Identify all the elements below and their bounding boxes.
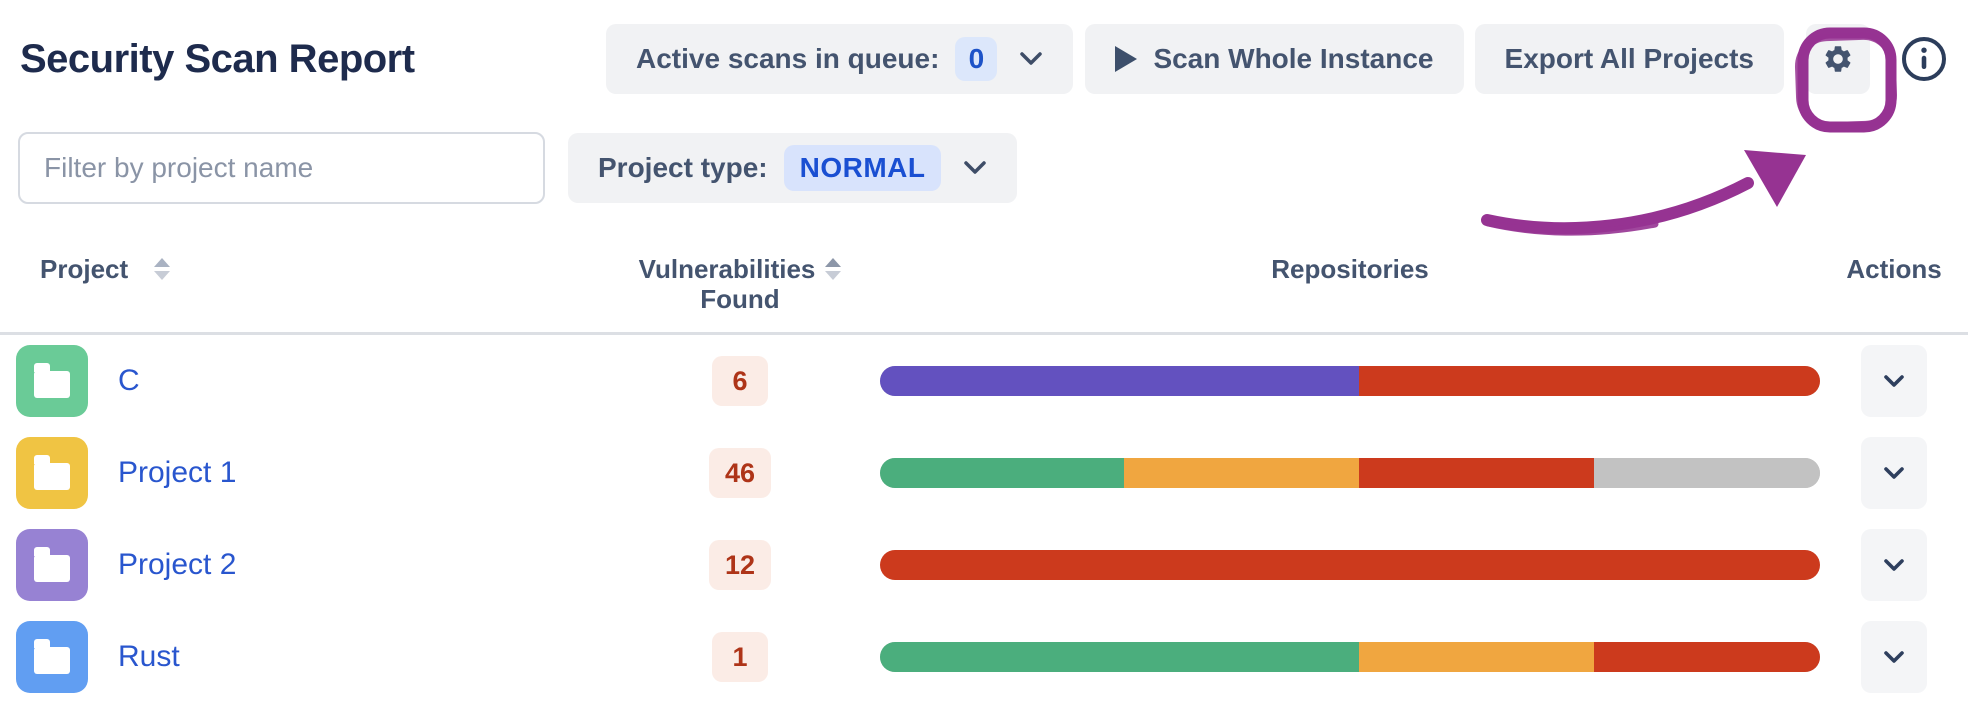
repo-bar-segment	[1359, 366, 1820, 396]
repo-bar-segment	[880, 366, 1360, 396]
column-header-repositories: Repositories	[1271, 254, 1429, 284]
queue-count-badge: 0	[955, 37, 998, 81]
project-avatar	[16, 437, 88, 509]
vulnerabilities-badge: 46	[708, 448, 772, 498]
export-button-label: Export All Projects	[1504, 43, 1754, 74]
table-row: Project 2 12	[0, 519, 1968, 611]
scan-whole-instance-button[interactable]: Scan Whole Instance	[1085, 24, 1464, 94]
chevron-down-icon	[1884, 467, 1904, 479]
active-scans-queue-dropdown[interactable]: Active scans in queue: 0	[606, 24, 1074, 94]
info-button[interactable]	[1900, 35, 1948, 83]
chevron-down-icon	[963, 160, 987, 176]
folder-icon	[34, 639, 70, 674]
scan-button-label: Scan Whole Instance	[1153, 43, 1434, 74]
repo-bar-segment	[880, 642, 1360, 672]
project-link[interactable]: Project 1	[118, 456, 237, 489]
table-body: C 6 Project 1 46 Project 2 12	[0, 335, 1968, 703]
table-header: Project Vulnerabilities Found Repositori…	[0, 254, 1968, 314]
chevron-down-icon	[1884, 375, 1904, 387]
vulnerabilities-badge: 6	[712, 356, 768, 406]
project-link[interactable]: C	[118, 364, 140, 397]
repo-bar-segment	[1594, 458, 1820, 488]
table-row: Rust 1	[0, 611, 1968, 703]
row-actions-button[interactable]	[1861, 529, 1927, 601]
chevron-down-icon	[1884, 559, 1904, 571]
row-actions-button[interactable]	[1861, 621, 1927, 693]
repo-bar-segment	[880, 458, 1125, 488]
repositories-status-bar	[880, 550, 1820, 580]
export-all-projects-button[interactable]: Export All Projects	[1474, 24, 1784, 94]
vulnerabilities-badge: 12	[708, 540, 772, 590]
settings-button[interactable]	[1806, 24, 1870, 94]
chevron-down-icon	[1019, 51, 1043, 67]
column-header-project-label: Project	[40, 254, 129, 284]
project-avatar	[16, 529, 88, 601]
security-scan-report-page: Security Scan Report Active scans in que…	[0, 23, 1968, 714]
project-filter-input[interactable]	[18, 132, 545, 204]
project-type-label: Project type:	[598, 152, 768, 183]
table-row: C 6	[0, 335, 1968, 427]
column-header-project[interactable]: Project	[0, 254, 620, 284]
project-type-dropdown[interactable]: Project type: NORMAL	[568, 133, 1018, 203]
sort-icon	[825, 258, 842, 280]
repo-bar-segment	[880, 550, 1820, 580]
repo-bar-segment	[1359, 458, 1595, 488]
repo-bar-segment	[1124, 458, 1360, 488]
folder-icon	[34, 363, 70, 398]
chevron-down-icon	[1884, 651, 1904, 663]
column-header-found-label: Found	[700, 284, 780, 314]
row-actions-button[interactable]	[1861, 437, 1927, 509]
folder-icon	[34, 455, 70, 490]
project-avatar	[16, 621, 88, 693]
queue-label: Active scans in queue:	[636, 43, 940, 74]
info-icon	[1900, 35, 1948, 83]
row-actions-button[interactable]	[1861, 345, 1927, 417]
toolbar: Security Scan Report Active scans in que…	[20, 23, 1948, 95]
column-header-vulnerabilities[interactable]: Vulnerabilities Found	[639, 254, 842, 314]
table-row: Project 1 46	[0, 427, 1968, 519]
project-type-value-badge: NORMAL	[783, 145, 942, 191]
page-title: Security Scan Report	[20, 36, 415, 81]
repo-bar-segment	[1359, 642, 1595, 672]
repositories-status-bar	[880, 366, 1820, 396]
folder-icon	[34, 547, 70, 582]
repositories-status-bar	[880, 642, 1820, 672]
project-link[interactable]: Project 2	[118, 548, 237, 581]
vulnerabilities-badge: 1	[712, 632, 768, 682]
play-icon	[1115, 46, 1138, 72]
repo-bar-segment	[1594, 642, 1820, 672]
repositories-status-bar	[880, 458, 1820, 488]
column-header-actions: Actions	[1846, 254, 1942, 284]
table-divider	[0, 332, 1968, 335]
filter-bar: Project type: NORMAL	[18, 132, 1948, 204]
gear-icon	[1822, 43, 1854, 75]
column-header-vulnerabilities-label: Vulnerabilities	[638, 254, 816, 284]
sort-icon	[154, 258, 171, 280]
project-link[interactable]: Rust	[118, 640, 180, 673]
project-avatar	[16, 345, 88, 417]
